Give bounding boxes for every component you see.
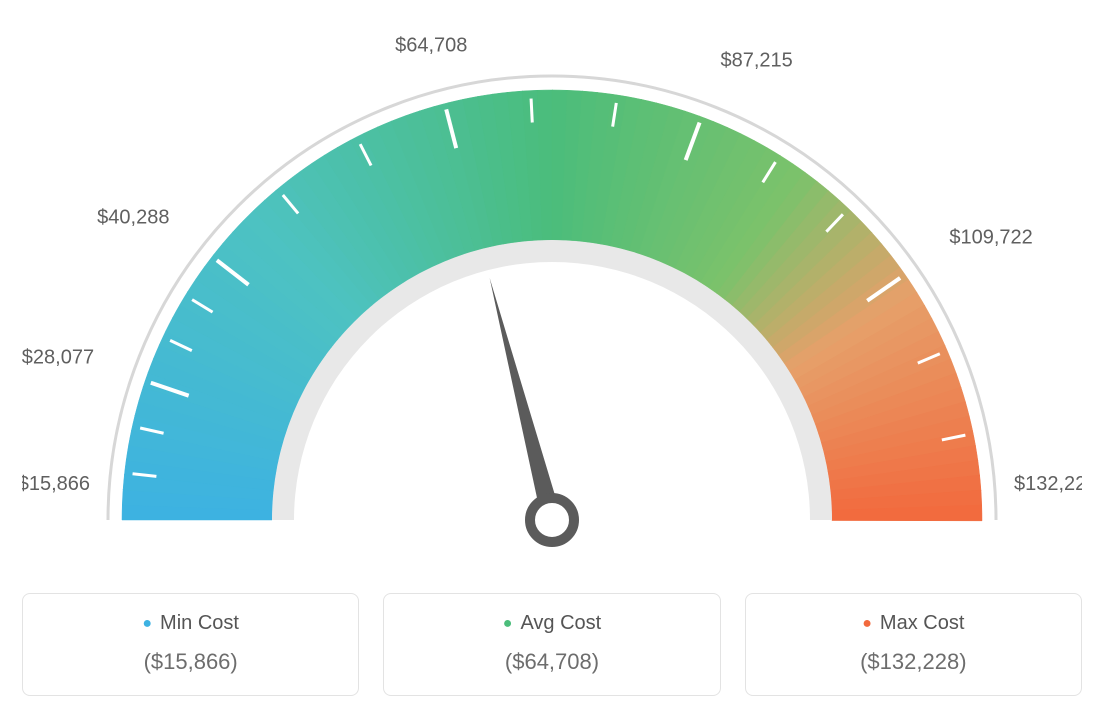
legend-title-max: Max Cost bbox=[758, 612, 1069, 635]
legend-card-max: Max Cost ($132,228) bbox=[745, 593, 1082, 696]
gauge-needle bbox=[490, 278, 562, 523]
legend-title-min: Min Cost bbox=[35, 612, 346, 635]
gauge-tick-label: $132,228 bbox=[1014, 473, 1082, 495]
legend-card-min: Min Cost ($15,866) bbox=[22, 593, 359, 696]
gauge-tick-minor bbox=[531, 99, 532, 123]
gauge-tick-label: $109,722 bbox=[949, 227, 1032, 249]
legend-value-max: ($132,228) bbox=[758, 649, 1069, 675]
gauge-tick-label: $28,077 bbox=[22, 346, 94, 368]
gauge-tick-label: $15,866 bbox=[22, 473, 90, 495]
legend-value-min: ($15,866) bbox=[35, 649, 346, 675]
gauge-tick-label: $40,288 bbox=[97, 206, 169, 228]
legend-value-avg: ($64,708) bbox=[396, 649, 707, 675]
legend-row: Min Cost ($15,866) Avg Cost ($64,708) Ma… bbox=[22, 593, 1082, 696]
gauge-tick-label: $64,708 bbox=[395, 34, 467, 56]
gauge-tick-label: $87,215 bbox=[720, 49, 792, 71]
gauge-needle-hub bbox=[530, 498, 574, 542]
gauge-dial: $15,866 $28,077 $40,288 $64,708 $87,215 $109,… bbox=[22, 20, 1082, 565]
cost-gauge-chart: $15,866 $28,077 $40,288 $64,708 $87,215 $109,… bbox=[22, 20, 1082, 696]
legend-title-avg: Avg Cost bbox=[396, 612, 707, 635]
legend-card-avg: Avg Cost ($64,708) bbox=[383, 593, 720, 696]
